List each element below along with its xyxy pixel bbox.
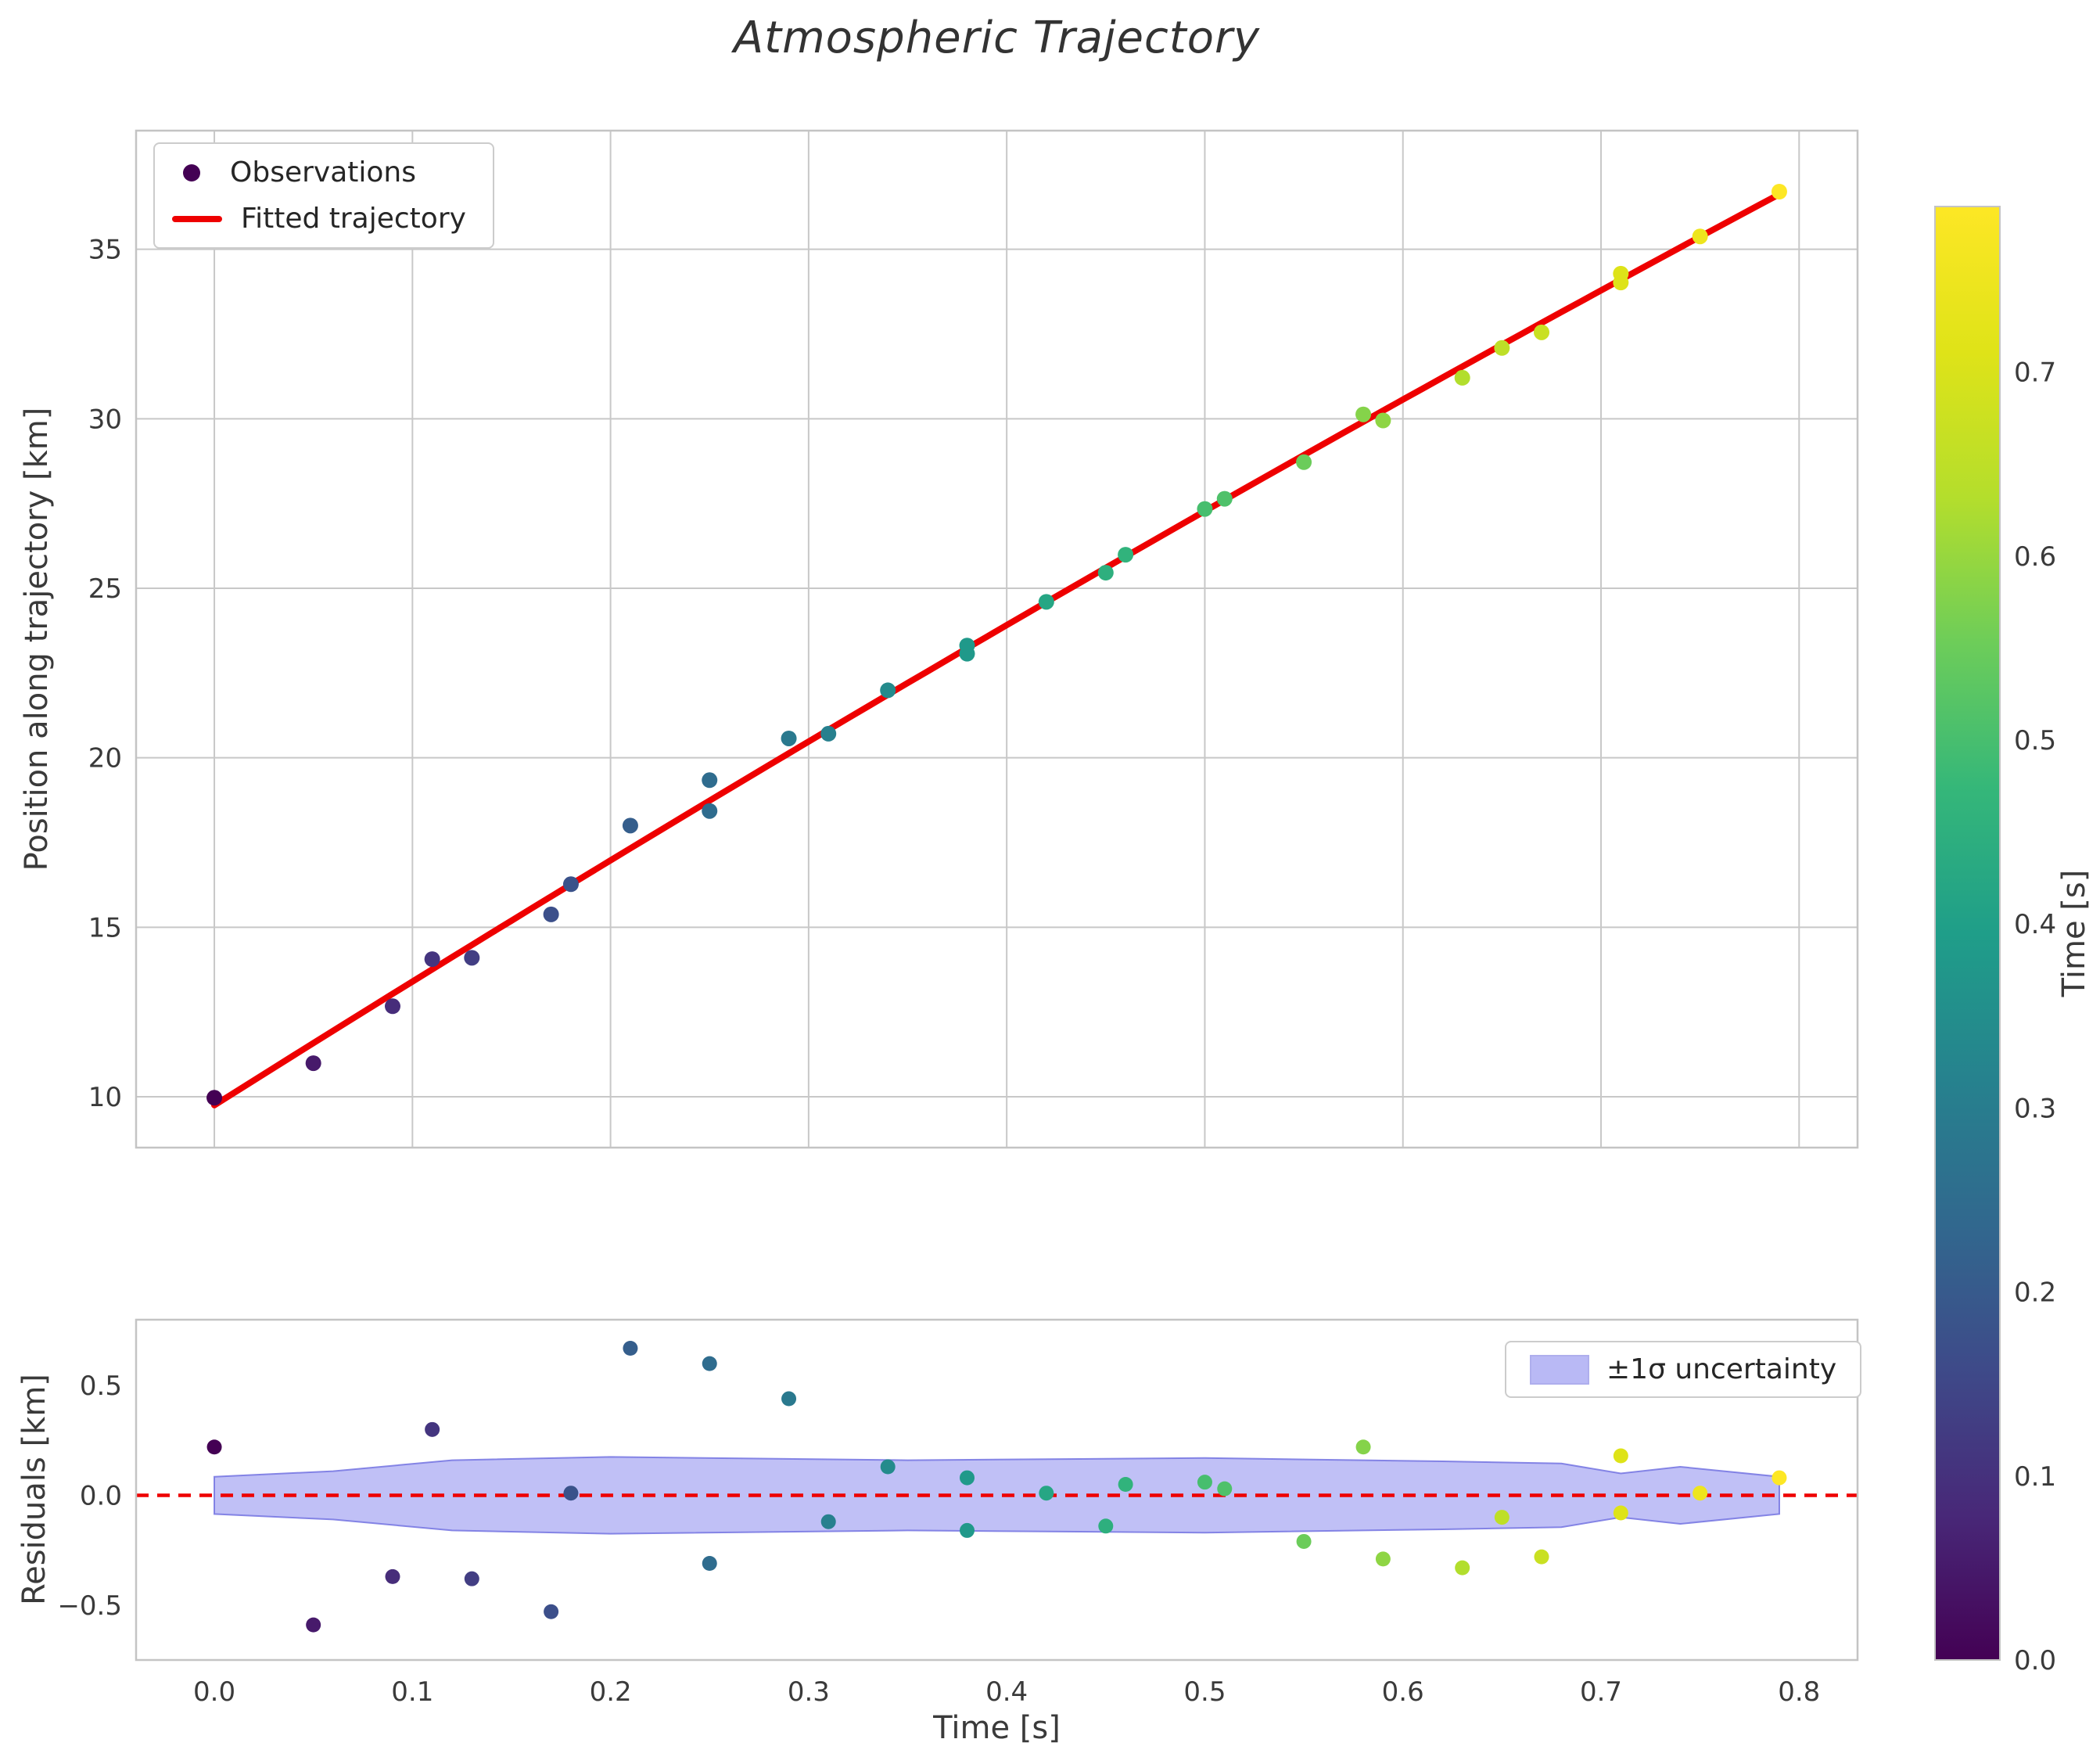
svg-text:0.0: 0.0 (2014, 1645, 2056, 1676)
svg-text:20: 20 (88, 743, 122, 774)
svg-text:0.4: 0.4 (985, 1676, 1028, 1708)
legend: Observations Fitted trajectory (153, 142, 494, 249)
svg-text:0.5: 0.5 (2014, 725, 2056, 756)
svg-text:0.2: 0.2 (2014, 1277, 2056, 1309)
svg-text:0.7: 0.7 (1580, 1676, 1622, 1708)
svg-text:0.3: 0.3 (788, 1676, 830, 1708)
svg-text:0.6: 0.6 (2014, 541, 2056, 573)
main-y-axis-label: Position along trajectory [km] (19, 407, 55, 871)
fit-line-swatch-icon (172, 215, 222, 222)
svg-text:35: 35 (88, 235, 122, 266)
svg-text:15: 15 (88, 912, 122, 943)
legend-fit-label: Fitted trajectory (241, 203, 466, 235)
svg-text:0.7: 0.7 (2014, 358, 2056, 389)
residual-y-axis-label: Residuals [km] (16, 1374, 52, 1605)
legend-fit-row: Fitted trajectory (172, 203, 466, 235)
legend-observations-row: Observations (172, 156, 466, 189)
observations-marker-icon (183, 163, 200, 181)
svg-text:0.0: 0.0 (80, 1481, 122, 1512)
svg-text:0.3: 0.3 (2014, 1093, 2056, 1124)
svg-text:0.1: 0.1 (391, 1676, 433, 1708)
svg-text:0.6: 0.6 (1382, 1676, 1424, 1708)
x-axis-label: Time [s] (933, 1710, 1061, 1746)
svg-text:0.2: 0.2 (590, 1676, 632, 1708)
legend-band-label: ±1σ uncertainty (1606, 1353, 1837, 1385)
svg-text:0.5: 0.5 (80, 1371, 122, 1402)
svg-text:10: 10 (88, 1082, 122, 1113)
svg-text:0.8: 0.8 (1778, 1676, 1820, 1708)
chart-title: Atmospheric Trajectory (733, 13, 1261, 63)
svg-text:0.1: 0.1 (2014, 1461, 2056, 1493)
residual-legend: ±1σ uncertainty (1505, 1341, 1862, 1398)
svg-text:0.4: 0.4 (2014, 909, 2056, 940)
svg-text:0.5: 0.5 (1183, 1676, 1226, 1708)
colorbar-label: Time [s] (2056, 869, 2092, 997)
svg-text:30: 30 (88, 404, 122, 435)
svg-text:0.0: 0.0 (193, 1676, 235, 1708)
svg-text:25: 25 (88, 573, 122, 605)
uncertainty-band-swatch-icon (1530, 1354, 1589, 1385)
svg-text:−0.5: −0.5 (57, 1590, 122, 1622)
legend-observations-label: Observations (230, 156, 416, 189)
